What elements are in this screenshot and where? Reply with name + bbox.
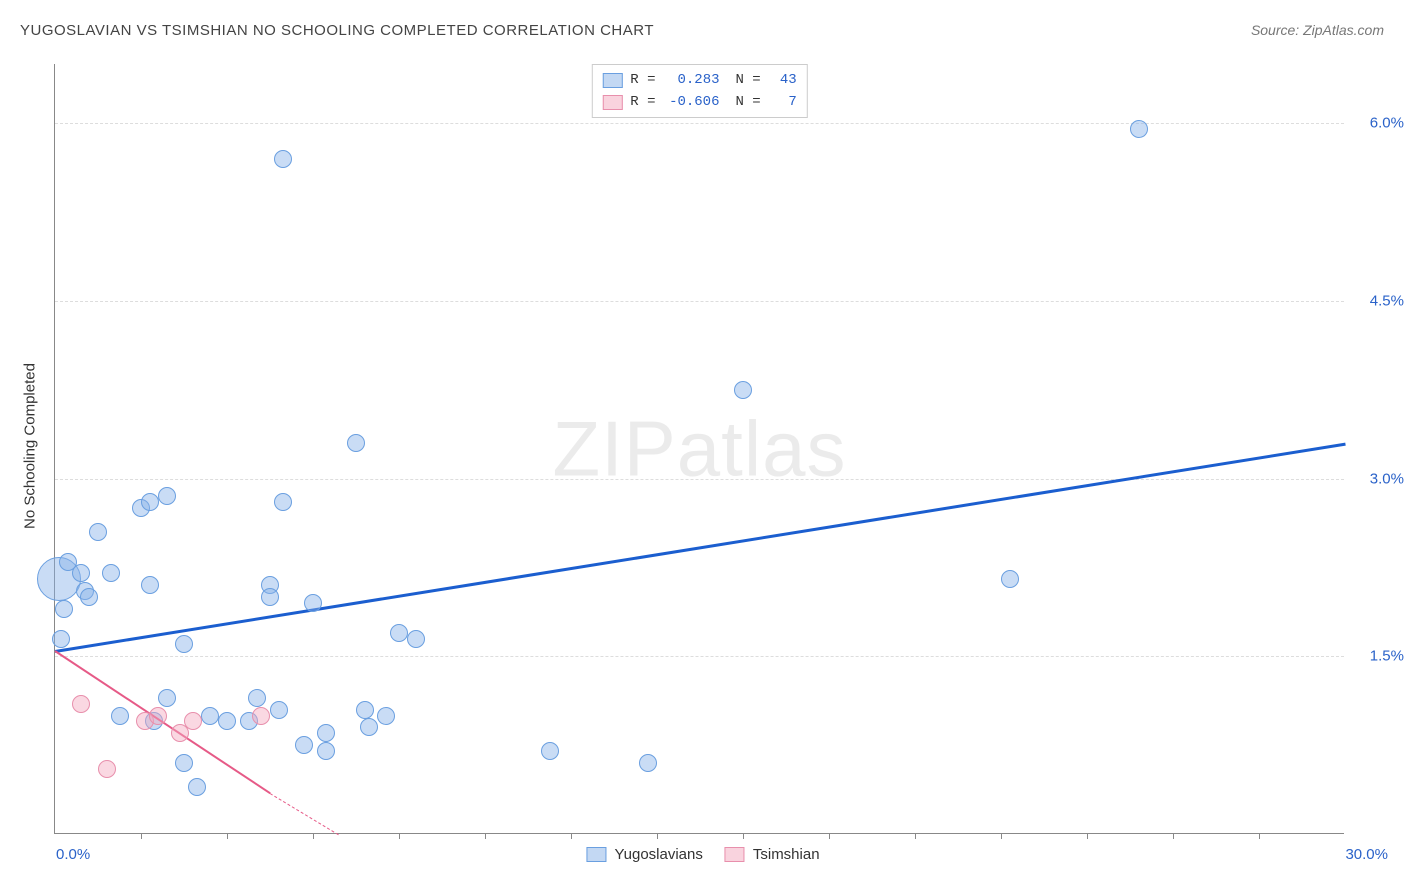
x-axis-tick-mark	[1087, 833, 1088, 839]
data-point	[304, 594, 322, 612]
legend-item: Tsimshian	[725, 846, 820, 863]
legend-series: Yugoslavians Tsimshian	[586, 846, 819, 863]
data-point	[175, 754, 193, 772]
legend-item: Yugoslavians	[586, 846, 702, 863]
data-point	[295, 736, 313, 754]
legend-swatch	[725, 847, 745, 862]
legend-stats: R = 0.283 N = 43 R = -0.606 N = 7	[591, 64, 807, 118]
x-axis-tick-end: 30.0%	[1345, 846, 1388, 863]
y-axis-tick-label: 6.0%	[1354, 115, 1404, 132]
x-axis-tick-mark	[743, 833, 744, 839]
data-point	[407, 630, 425, 648]
r-value: 0.283	[664, 69, 720, 91]
data-point	[317, 724, 335, 742]
data-point	[734, 381, 752, 399]
data-point	[80, 588, 98, 606]
data-point	[1130, 120, 1148, 138]
watermark: ZIPatlas	[552, 403, 846, 494]
data-point	[141, 576, 159, 594]
gridline	[55, 301, 1344, 302]
data-point	[158, 689, 176, 707]
data-point	[270, 701, 288, 719]
legend-swatch	[602, 73, 622, 88]
data-point	[102, 564, 120, 582]
y-axis-tick-label: 1.5%	[1354, 648, 1404, 665]
data-point	[158, 487, 176, 505]
data-point	[184, 712, 202, 730]
n-label: N =	[736, 69, 761, 91]
chart-plot-area: ZIPatlas R =0.283N =43R =-0.606N =7 1.5%…	[54, 64, 1344, 834]
x-axis-tick-mark	[915, 833, 916, 839]
x-axis-tick-mark	[485, 833, 486, 839]
data-point	[188, 778, 206, 796]
data-point	[248, 689, 266, 707]
x-axis-tick-mark	[571, 833, 572, 839]
data-point	[1001, 570, 1019, 588]
x-axis-tick-mark	[399, 833, 400, 839]
legend-label: Tsimshian	[753, 846, 820, 863]
y-axis-tick-label: 4.5%	[1354, 292, 1404, 309]
gridline	[55, 656, 1344, 657]
data-point	[218, 712, 236, 730]
legend-swatch	[586, 847, 606, 862]
r-value: -0.606	[664, 91, 720, 113]
data-point	[89, 523, 107, 541]
n-value: 7	[769, 91, 797, 113]
data-point	[72, 564, 90, 582]
legend-label: Yugoslavians	[614, 846, 702, 863]
data-point	[55, 600, 73, 618]
data-point	[111, 707, 129, 725]
x-axis-tick-mark	[657, 833, 658, 839]
x-axis-tick-mark	[141, 833, 142, 839]
x-axis-tick-mark	[1259, 833, 1260, 839]
n-value: 43	[769, 69, 797, 91]
source-label: Source: ZipAtlas.com	[1251, 22, 1384, 38]
data-point	[175, 635, 193, 653]
data-point	[201, 707, 219, 725]
data-point	[347, 434, 365, 452]
data-point	[149, 707, 167, 725]
x-axis-tick-mark	[227, 833, 228, 839]
data-point	[377, 707, 395, 725]
x-axis-tick-mark	[829, 833, 830, 839]
data-point	[98, 760, 116, 778]
data-point	[252, 707, 270, 725]
data-point	[356, 701, 374, 719]
x-axis-tick-mark	[313, 833, 314, 839]
gridline	[55, 123, 1344, 124]
x-axis-tick-mark	[1173, 833, 1174, 839]
y-axis-tick-label: 3.0%	[1354, 470, 1404, 487]
data-point	[141, 493, 159, 511]
legend-stat-row: R = 0.283 N = 43	[602, 69, 796, 91]
n-label: N =	[736, 91, 761, 113]
chart-title: YUGOSLAVIAN VS TSIMSHIAN NO SCHOOLING CO…	[20, 22, 654, 39]
legend-swatch	[602, 95, 622, 110]
y-axis-label: No Schooling Completed	[22, 363, 39, 529]
trend-line	[55, 443, 1345, 653]
r-label: R =	[630, 69, 655, 91]
data-point	[390, 624, 408, 642]
data-point	[72, 695, 90, 713]
x-axis-tick-mark	[1001, 833, 1002, 839]
data-point	[541, 742, 559, 760]
data-point	[274, 493, 292, 511]
r-label: R =	[630, 91, 655, 113]
x-axis-tick-start: 0.0%	[56, 846, 90, 863]
gridline	[55, 479, 1344, 480]
data-point	[360, 718, 378, 736]
data-point	[261, 588, 279, 606]
data-point	[639, 754, 657, 772]
trend-line-dashed	[270, 793, 339, 835]
data-point	[52, 630, 70, 648]
data-point	[317, 742, 335, 760]
legend-stat-row: R = -0.606 N = 7	[602, 91, 796, 113]
data-point	[274, 150, 292, 168]
